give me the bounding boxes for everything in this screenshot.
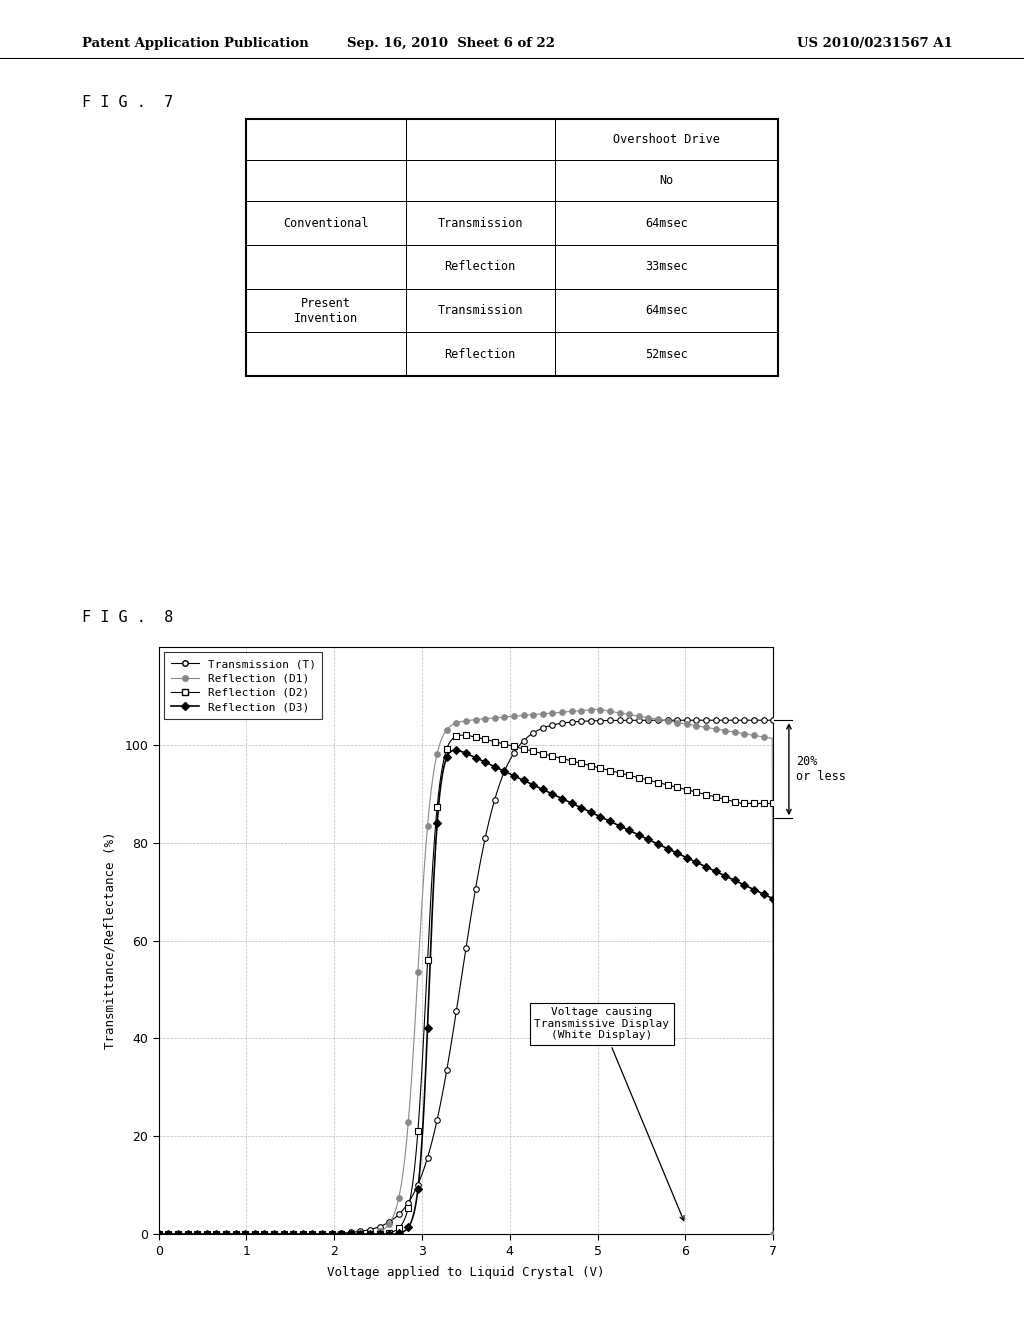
Text: Present
Invention: Present Invention <box>294 297 357 325</box>
Text: Conventional: Conventional <box>283 216 369 230</box>
Bar <box>555 201 778 246</box>
Text: Sep. 16, 2010  Sheet 6 of 22: Sep. 16, 2010 Sheet 6 of 22 <box>346 37 555 50</box>
Text: Patent Application Publication: Patent Application Publication <box>82 37 308 50</box>
Text: 64msec: 64msec <box>645 304 688 317</box>
Bar <box>246 246 406 289</box>
Text: 52msec: 52msec <box>645 348 688 360</box>
Text: F I G .  8: F I G . 8 <box>82 610 173 624</box>
Bar <box>246 289 406 333</box>
X-axis label: Voltage applied to Liquid Crystal (V): Voltage applied to Liquid Crystal (V) <box>328 1266 604 1279</box>
Text: Voltage causing
Transmissive Display
(White Display): Voltage causing Transmissive Display (Wh… <box>535 1007 684 1221</box>
Bar <box>246 333 406 376</box>
Text: Transmission: Transmission <box>437 304 523 317</box>
Text: Overshoot Drive: Overshoot Drive <box>613 133 720 147</box>
Legend: Transmission (T), Reflection (D1), Reflection (D2), Reflection (D3): Transmission (T), Reflection (D1), Refle… <box>164 652 323 719</box>
Bar <box>555 289 778 333</box>
Text: Reflection: Reflection <box>444 348 516 360</box>
Bar <box>246 160 406 201</box>
Text: Transmission: Transmission <box>437 216 523 230</box>
Bar <box>406 246 555 289</box>
Text: US 2010/0231567 A1: US 2010/0231567 A1 <box>797 37 952 50</box>
Bar <box>406 201 555 246</box>
Text: No: No <box>659 174 674 187</box>
Text: F I G .  7: F I G . 7 <box>82 95 173 110</box>
Bar <box>246 119 406 160</box>
Text: 64msec: 64msec <box>645 216 688 230</box>
Bar <box>406 160 555 201</box>
Y-axis label: Transmittance/Reflectance (%): Transmittance/Reflectance (%) <box>103 832 116 1049</box>
Bar <box>406 333 555 376</box>
Text: Reflection: Reflection <box>444 260 516 273</box>
Bar <box>555 119 778 160</box>
Bar <box>406 289 555 333</box>
Text: 20%
or less: 20% or less <box>796 755 846 783</box>
Bar <box>555 160 778 201</box>
Bar <box>406 119 555 160</box>
Bar <box>246 201 406 246</box>
Bar <box>555 246 778 289</box>
Bar <box>555 333 778 376</box>
Text: 33msec: 33msec <box>645 260 688 273</box>
